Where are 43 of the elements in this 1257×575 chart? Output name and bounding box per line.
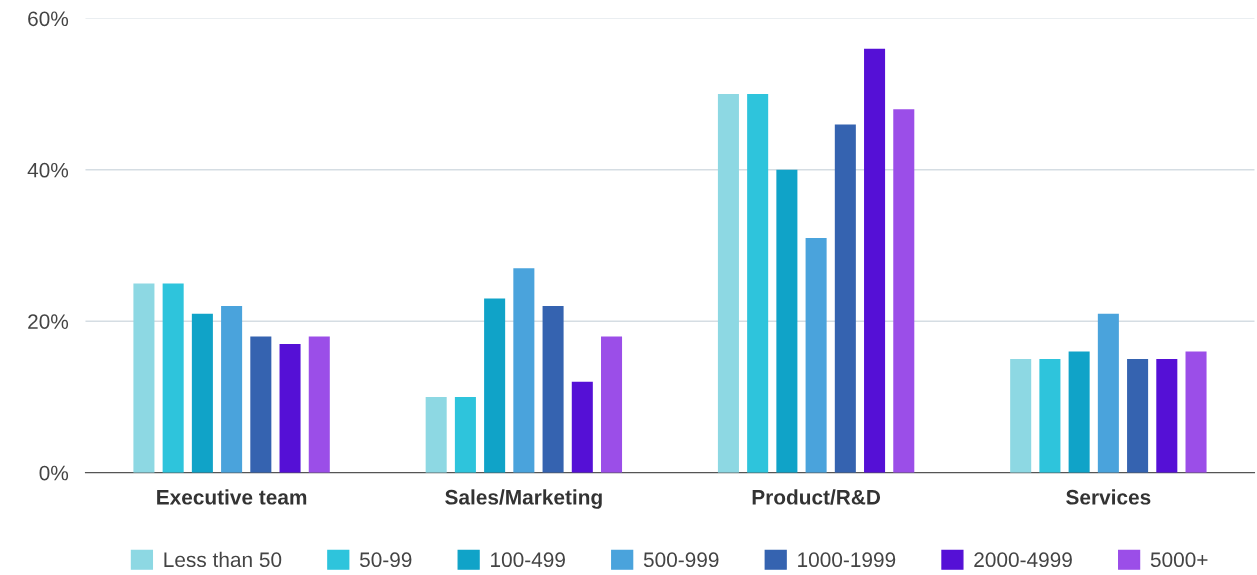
bar: [1185, 351, 1207, 473]
bar: [1039, 359, 1061, 473]
bar: [601, 336, 623, 473]
bar: [221, 306, 243, 473]
x-tick-label: Product/R&D: [752, 489, 881, 505]
bar: [1010, 359, 1032, 473]
bar: [308, 336, 330, 473]
legend-label: 1000-1999: [798, 552, 896, 568]
bar: [542, 306, 564, 473]
bar: [513, 268, 535, 473]
bar: [454, 396, 476, 473]
bar: [425, 396, 447, 473]
legend-label: 2000-4999: [974, 552, 1072, 568]
legend-label: Less than 50: [164, 551, 282, 568]
y-tick-label: 60%: [28, 11, 69, 27]
bar: [571, 381, 593, 473]
bar: [133, 283, 155, 473]
bar: [864, 48, 886, 473]
legend-label: 500-999: [643, 552, 719, 568]
bar: [834, 124, 856, 473]
x-tick-label: Services: [1066, 489, 1151, 505]
legend-label: 100-499: [491, 552, 565, 568]
bar: [279, 343, 301, 473]
bar: [1127, 359, 1149, 473]
bar: [484, 298, 506, 473]
bar: [1097, 313, 1119, 473]
bar: [1156, 359, 1178, 473]
bar: [191, 313, 213, 473]
bar: [893, 109, 915, 473]
legend-label: 5000+: [1150, 552, 1208, 568]
bar: [162, 283, 184, 473]
x-tick-label: Sales/Marketing: [445, 489, 602, 509]
legend-label: 50-99: [359, 552, 412, 568]
bar: [776, 169, 798, 473]
bar: [747, 94, 769, 473]
bar: [717, 94, 739, 473]
x-tick-label: Executive team: [157, 489, 307, 505]
bar: [1068, 351, 1090, 473]
y-tick-label: 20%: [28, 314, 69, 329]
y-tick-label: 0%: [39, 465, 69, 481]
bar: [805, 237, 827, 473]
bar: [250, 336, 272, 473]
y-tick-label: 40%: [27, 162, 69, 178]
